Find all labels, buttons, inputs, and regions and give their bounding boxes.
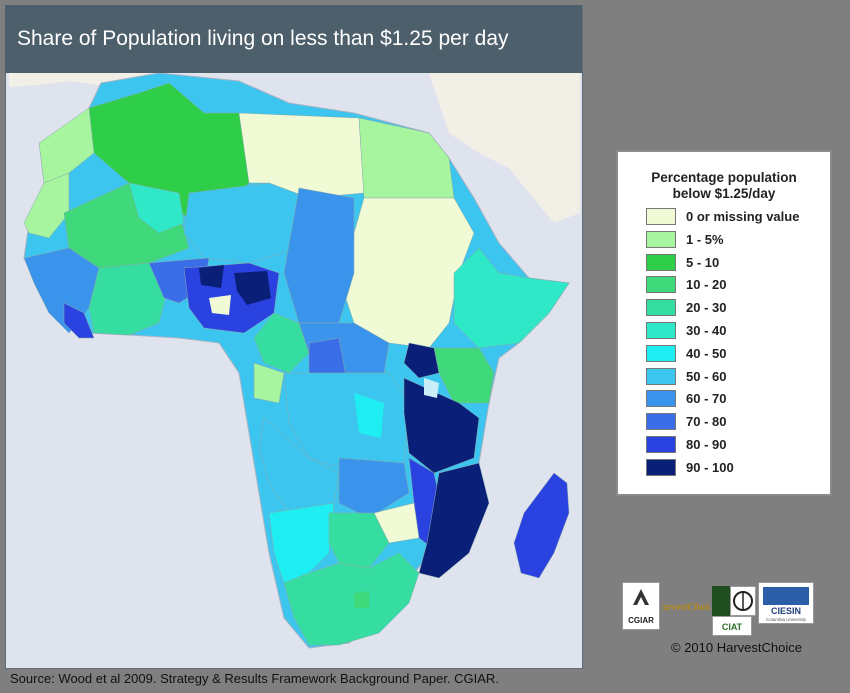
legend-label: 70 - 80 xyxy=(686,414,727,430)
legend-label: 80 - 90 xyxy=(686,437,727,452)
region-zambia xyxy=(338,457,410,519)
cgiar-logo-mark: CGIAR xyxy=(628,589,654,625)
legend-swatch xyxy=(646,276,676,294)
partner-logos: CGIAR HarvestChoice CIAT CIESIN Columbia… xyxy=(622,582,814,636)
legend-label: 40 - 50 xyxy=(686,345,727,361)
region-liberia xyxy=(63,302,95,339)
copyright-text: © 2010 HarvestChoice xyxy=(671,640,802,655)
region-morocco xyxy=(38,107,95,184)
region-madagascar xyxy=(513,472,570,579)
harvestchoice-logo-text: HarvestChoice xyxy=(662,602,710,613)
region-nigeria-north-a xyxy=(199,265,224,288)
region-egypt xyxy=(358,117,455,199)
legend-swatch xyxy=(646,299,676,317)
legend-label: 90 - 100 xyxy=(686,459,734,475)
region-gabon xyxy=(253,362,285,404)
map-title: Share of Population living on less than … xyxy=(17,27,509,50)
region-south-africa xyxy=(283,552,420,646)
legend-swatch xyxy=(646,208,676,225)
region-uganda xyxy=(403,342,440,379)
map-legend: Percentage population below $1.25/day 0 … xyxy=(616,150,832,496)
legend-label: 60 - 70 xyxy=(686,391,727,407)
world-bank-logo-mark xyxy=(733,591,753,611)
legend-swatch xyxy=(646,253,676,271)
legend-swatch xyxy=(646,390,676,408)
region-mali-east xyxy=(128,182,185,234)
region-niger xyxy=(183,182,310,264)
africa-map-svg xyxy=(9,73,580,665)
legend-title-line2: below $1.25/day xyxy=(672,186,776,201)
legend-label: 20 - 30 xyxy=(686,300,727,316)
ciesin-logo: CIESIN Columbia University xyxy=(758,582,814,624)
legend-label: 1 - 5% xyxy=(686,231,724,247)
region-lake-victoria xyxy=(424,378,439,398)
region-nigeria-gap xyxy=(209,295,231,315)
harvestchoice-logo: HarvestChoice xyxy=(654,586,717,624)
ciesin-logo-subtext: Columbia University xyxy=(766,617,807,622)
region-nigeria-north-b xyxy=(234,271,271,305)
middle-east-land xyxy=(429,73,580,223)
legend-swatch xyxy=(646,413,676,431)
legend-label: 10 - 20 xyxy=(686,277,727,293)
legend-swatch xyxy=(646,344,676,362)
ifpri-logo xyxy=(712,586,730,616)
region-drc-east-lake xyxy=(354,393,384,438)
region-ethiopia-somalia xyxy=(453,247,570,349)
ciat-logo: CIAT xyxy=(712,616,752,636)
legend-label: 5 - 10 xyxy=(686,254,720,270)
world-bank-logo xyxy=(730,586,756,616)
legend-label: 30 - 40 xyxy=(686,323,727,338)
legend-swatch xyxy=(646,458,676,476)
legend-swatch xyxy=(646,230,676,248)
cgiar-logo-text: CGIAR xyxy=(628,616,654,625)
region-lesotho xyxy=(354,591,369,608)
legend-title: Percentage population below $1.25/day xyxy=(618,170,830,202)
legend-label: 0 or missing value xyxy=(686,209,800,224)
region-mozambique xyxy=(418,462,490,579)
ciat-logo-mark: CIAT xyxy=(722,622,743,632)
legend-label: 50 - 60 xyxy=(686,368,727,384)
ciesin-logo-mark: CIESIN Columbia University xyxy=(763,587,809,622)
region-tanzania xyxy=(403,377,480,474)
harvestchoice-logo-mark: HarvestChoice xyxy=(654,602,717,613)
ciat-logo-text: CIAT xyxy=(722,622,743,632)
source-text: Source: Wood et al 2009. Strategy & Resu… xyxy=(10,671,499,686)
legend-swatch xyxy=(646,322,676,339)
legend-swatch xyxy=(646,436,676,453)
ciesin-logo-text: CIESIN xyxy=(771,606,801,616)
cgiar-logo: CGIAR xyxy=(622,582,660,630)
legend-title-line1: Percentage population xyxy=(651,170,797,185)
africa-map xyxy=(9,73,580,665)
legend-swatch xyxy=(646,367,676,385)
title-bar: Share of Population living on less than … xyxy=(5,5,582,73)
